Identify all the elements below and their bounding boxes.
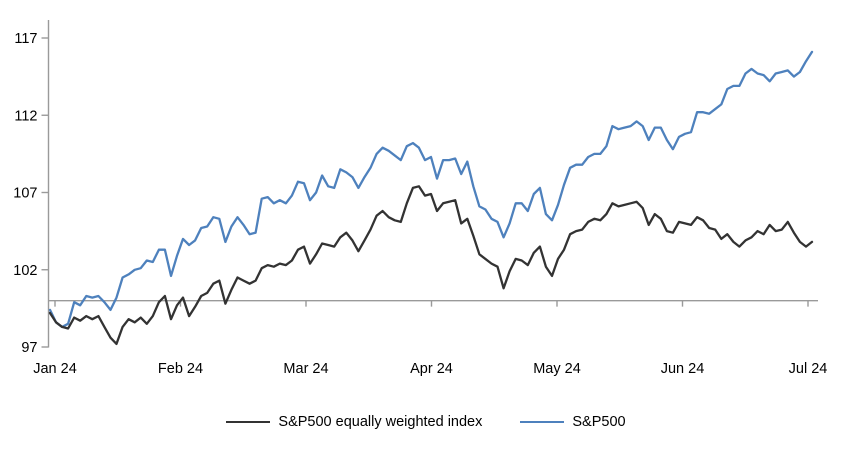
y-tick-label: 107 — [13, 186, 37, 202]
y-axis: 97 102 107 112 117 — [13, 20, 50, 356]
x-tick-label: Apr 24 — [410, 361, 453, 377]
x-tick-label: Mar 24 — [283, 361, 328, 377]
legend-item-sp500[interactable]: S&P500 — [520, 414, 626, 430]
x-axis: Jan 24 Feb 24 Mar 24 Apr 24 May 24 Jun 24 Jul … — [33, 299, 828, 377]
legend-swatch-equal-weight — [226, 421, 271, 423]
x-tick-label: May 24 — [533, 361, 581, 377]
legend-item-equal-weight-index[interactable]: S&P500 equally weighted index — [226, 414, 482, 430]
y-tick-label: 112 — [14, 108, 37, 124]
x-tick-label: Jun 24 — [661, 361, 705, 377]
series-line-equal-weight — [48, 185, 814, 346]
x-tick-label: Jan 24 — [33, 361, 77, 377]
legend-label-equal-weight: S&P500 equally weighted index — [278, 414, 483, 430]
y-tick-label: 117 — [14, 31, 37, 47]
legend-swatch-sp500 — [520, 421, 565, 423]
legend-label-sp500: S&P500 — [572, 414, 626, 430]
series-line-sp500 — [48, 50, 814, 329]
y-tick-label: 97 — [21, 340, 37, 356]
x-tick-label: Jul 24 — [789, 361, 828, 377]
chart-legend: S&P500 equally weighted index S&P500 — [0, 408, 852, 436]
x-tick-label: Feb 24 — [158, 361, 203, 377]
y-tick-label: 102 — [13, 263, 37, 279]
